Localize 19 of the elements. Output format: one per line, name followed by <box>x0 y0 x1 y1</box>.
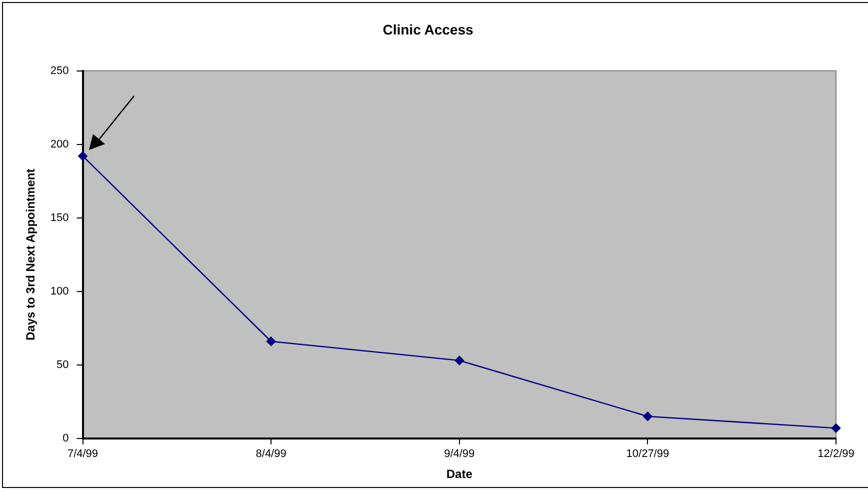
x-tick-label: 12/2/99 <box>818 448 854 460</box>
y-tick-label: 0 <box>62 432 69 444</box>
x-tick-label: 9/4/99 <box>444 448 475 460</box>
y-tick-label: 200 <box>50 138 69 150</box>
chart-title: Clinic Access <box>382 21 474 38</box>
point <box>643 412 652 421</box>
y-tick-label: 100 <box>50 285 69 298</box>
y-tick-label: 50 <box>56 358 69 371</box>
point <box>78 151 88 161</box>
x-tick-label: 10/27/99 <box>626 448 670 460</box>
point <box>266 336 276 346</box>
point <box>454 356 464 366</box>
x-axis-title: Date <box>446 467 473 482</box>
y-tick-label: 250 <box>50 64 69 77</box>
point <box>831 423 841 433</box>
x-tick-label: 7/4/99 <box>67 448 98 460</box>
y-axis-title: Days to 3rd Next Appointment <box>24 168 38 340</box>
y-tick-label: 150 <box>50 212 69 224</box>
x-tick-label: 8/4/99 <box>256 448 286 460</box>
